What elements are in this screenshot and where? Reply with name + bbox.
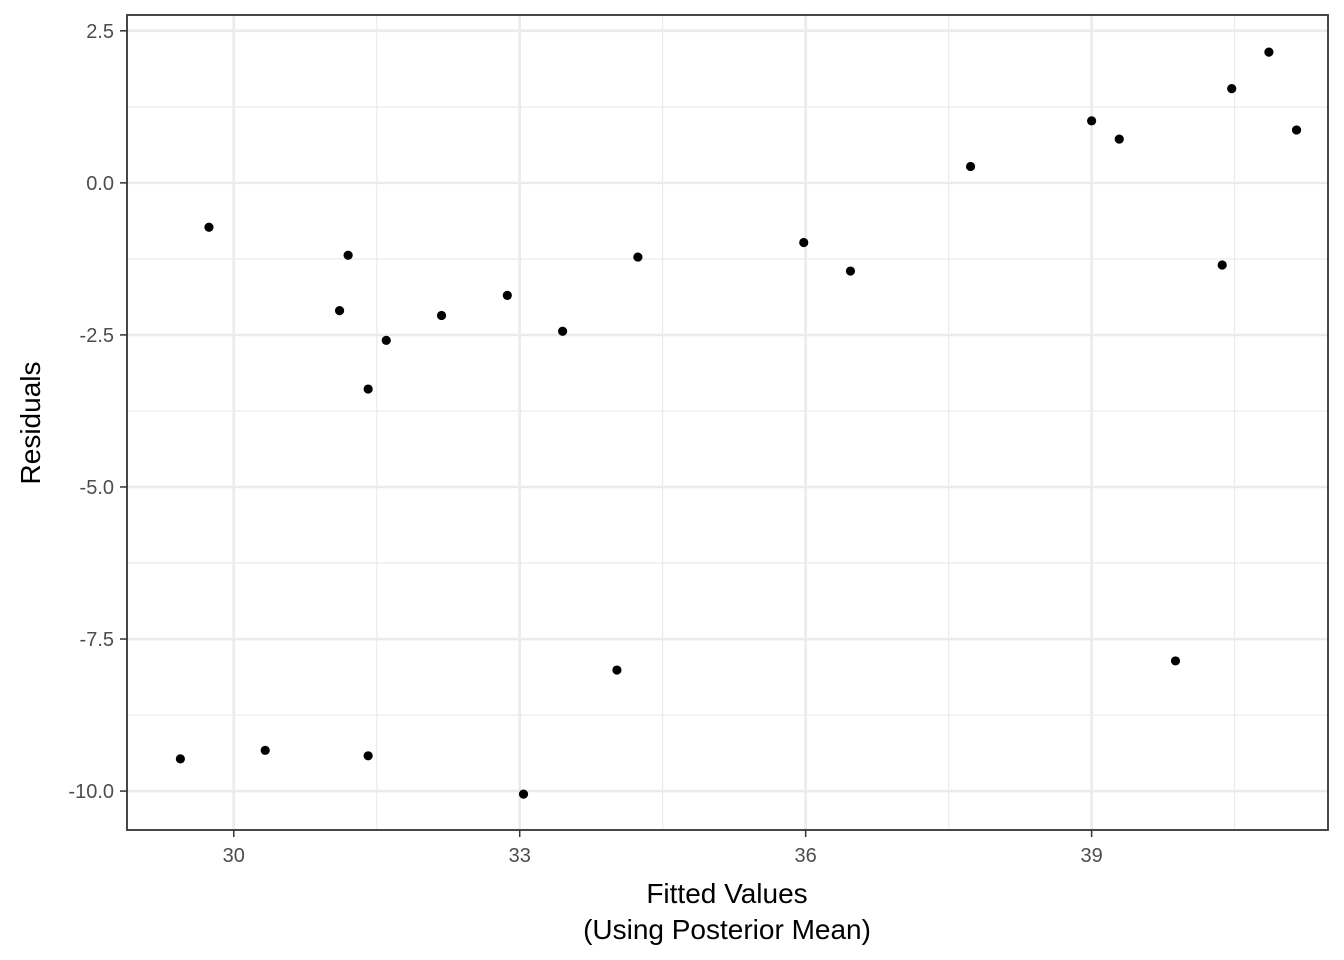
data-point [502, 290, 512, 300]
data-point [1114, 134, 1124, 144]
panel-border [126, 14, 1329, 831]
data-point [334, 305, 345, 316]
data-point [363, 384, 373, 394]
data-point [1087, 116, 1097, 126]
data-point [343, 250, 353, 260]
y-tick-labels: -10.0 -7.5 -5.0 -2.5 0.0 2.5 [68, 21, 114, 803]
data-point [363, 751, 373, 761]
data-point [204, 222, 214, 232]
data-point [1291, 125, 1302, 135]
data-point [381, 335, 391, 345]
axis-ticks [120, 30, 1093, 837]
y-tick-label: -7.5 [80, 629, 114, 651]
data-point [558, 326, 568, 336]
data-point [1170, 656, 1181, 666]
x-tick-labels: 30 33 36 39 [223, 845, 1103, 867]
data-point [436, 310, 447, 321]
data-point [799, 237, 809, 248]
x-axis-title-line2: (Using Posterior Mean) [583, 914, 871, 945]
x-tick-label: 39 [1080, 845, 1102, 867]
data-point [612, 665, 622, 675]
grid-lines [127, 15, 1328, 830]
data-point [260, 745, 270, 755]
data-point [965, 161, 976, 172]
data-point [633, 252, 643, 262]
data-point [1227, 83, 1237, 94]
x-tick-label: 33 [509, 845, 531, 867]
y-tick-label: -5.0 [80, 477, 114, 499]
y-tick-label: 0.0 [86, 173, 114, 195]
data-point [1264, 47, 1274, 57]
y-tick-label: 2.5 [86, 21, 114, 43]
y-tick-label: -2.5 [80, 325, 114, 347]
data-points [175, 47, 1302, 799]
x-axis-title-line1: Fitted Values [646, 878, 807, 909]
data-point [845, 266, 856, 276]
x-tick-label: 36 [795, 845, 817, 867]
y-axis-title: Residuals [15, 362, 46, 485]
data-point [1217, 260, 1227, 270]
data-point [175, 754, 185, 764]
x-tick-label: 30 [223, 845, 245, 867]
data-point [518, 789, 529, 799]
y-tick-label: -10.0 [68, 781, 114, 803]
